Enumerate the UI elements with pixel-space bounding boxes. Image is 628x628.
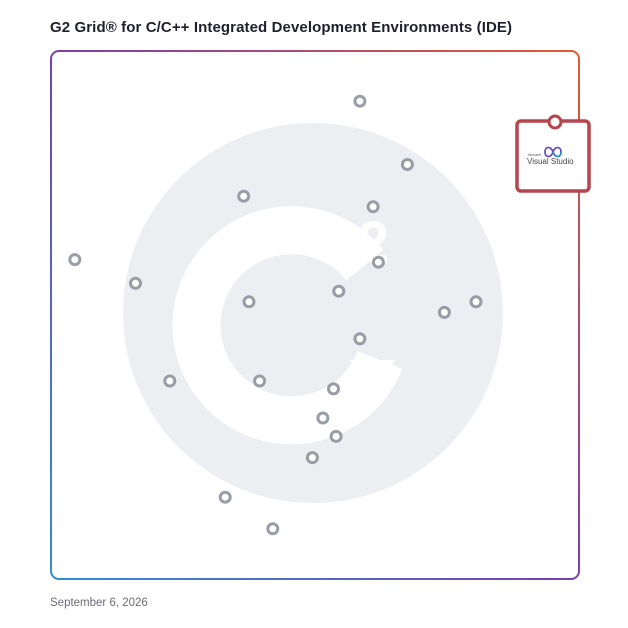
chart-title: G2 Grid® for C/C++ Integrated Developmen… bbox=[50, 19, 513, 36]
report-date: September 6, 2026 bbox=[50, 597, 148, 609]
product-point[interactable] bbox=[253, 374, 267, 388]
product-point[interactable] bbox=[242, 295, 256, 309]
visual-studio-logo-icon bbox=[544, 146, 562, 158]
product-point[interactable] bbox=[437, 305, 451, 319]
product-point[interactable] bbox=[353, 94, 367, 108]
product-point[interactable] bbox=[353, 332, 367, 346]
product-point[interactable] bbox=[327, 382, 340, 396]
product-point[interactable] bbox=[371, 255, 385, 269]
highlight-marker[interactable] bbox=[547, 114, 563, 130]
product-point[interactable] bbox=[129, 276, 142, 290]
product-point[interactable] bbox=[366, 200, 380, 214]
product-point[interactable] bbox=[469, 295, 483, 309]
product-points bbox=[68, 94, 483, 536]
highlight-product-card[interactable]: Microsoft Visual Studio bbox=[515, 114, 591, 193]
product-point[interactable] bbox=[305, 451, 319, 465]
product-point[interactable] bbox=[329, 429, 343, 443]
highlight-vendor: Microsoft bbox=[528, 153, 541, 157]
product-point[interactable] bbox=[163, 374, 177, 388]
product-point[interactable] bbox=[237, 189, 251, 203]
product-point[interactable] bbox=[266, 522, 280, 536]
highlight-product-name: Visual Studio bbox=[527, 157, 574, 166]
product-point[interactable] bbox=[68, 253, 82, 267]
product-point[interactable] bbox=[332, 284, 346, 298]
product-point[interactable] bbox=[218, 490, 232, 504]
product-point[interactable] bbox=[316, 411, 330, 425]
product-point[interactable] bbox=[400, 158, 414, 171]
